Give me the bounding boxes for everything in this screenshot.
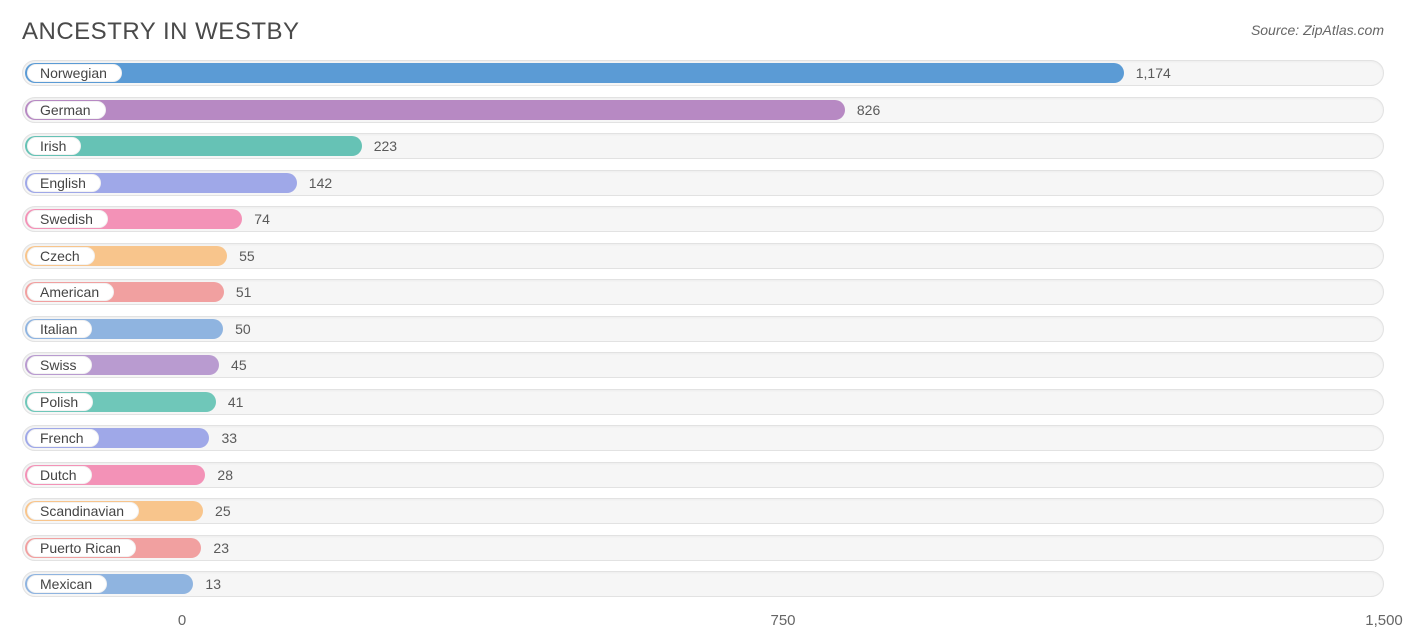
x-axis-tick: 1,500 bbox=[1365, 612, 1403, 629]
bar-value-label: 826 bbox=[857, 102, 880, 118]
bar-category-chip: Swiss bbox=[27, 356, 92, 374]
bar-track: Swedish 74 bbox=[22, 206, 1384, 232]
bar-value-label: 23 bbox=[213, 540, 229, 556]
bar-category-chip: Dutch bbox=[27, 466, 92, 484]
bar-track: American 51 bbox=[22, 279, 1384, 305]
bar-track: Puerto Rican 23 bbox=[22, 535, 1384, 561]
bar-value-label: 55 bbox=[239, 248, 255, 264]
bar-value-label: 28 bbox=[217, 467, 233, 483]
bar-track: Czech 55 bbox=[22, 243, 1384, 269]
bar-value-label: 74 bbox=[254, 211, 270, 227]
bar-track: Irish 223 bbox=[22, 133, 1384, 159]
x-axis-tick: 750 bbox=[770, 612, 795, 629]
bar-category-chip: Puerto Rican bbox=[27, 539, 136, 557]
bar-track: Mexican 13 bbox=[22, 571, 1384, 597]
bar-category-chip: American bbox=[27, 283, 114, 301]
bar-track: Norwegian 1,174 bbox=[22, 60, 1384, 86]
bar-category-chip: Swedish bbox=[27, 210, 108, 228]
bar-value-label: 41 bbox=[228, 394, 244, 410]
bar-track: Polish 41 bbox=[22, 389, 1384, 415]
bar-category-chip: Irish bbox=[27, 137, 81, 155]
bar-category-chip: Czech bbox=[27, 247, 95, 265]
bar-value-label: 1,174 bbox=[1136, 65, 1171, 81]
bar-category-chip: Norwegian bbox=[27, 64, 122, 82]
bar-track: Dutch 28 bbox=[22, 462, 1384, 488]
bar-fill bbox=[25, 100, 845, 120]
bar-category-chip: Scandinavian bbox=[27, 502, 139, 520]
bar-value-label: 223 bbox=[374, 138, 397, 154]
bar-track: French 33 bbox=[22, 425, 1384, 451]
bar-category-chip: Italian bbox=[27, 320, 92, 338]
bar-value-label: 25 bbox=[215, 503, 231, 519]
bar-category-chip: Mexican bbox=[27, 575, 107, 593]
x-axis-tick: 0 bbox=[178, 612, 186, 629]
chart-title: ANCESTRY IN WESTBY bbox=[22, 18, 300, 46]
bar-fill bbox=[25, 63, 1124, 83]
bar-category-chip: German bbox=[27, 101, 106, 119]
x-axis: 07501,500 bbox=[22, 612, 1384, 632]
chart-plot-area: Norwegian 1,174 German 826 Irish 223 English 14… bbox=[22, 60, 1384, 604]
bar-category-chip: Polish bbox=[27, 393, 93, 411]
bar-category-chip: English bbox=[27, 174, 101, 192]
bar-category-chip: French bbox=[27, 429, 99, 447]
bar-track: Italian 50 bbox=[22, 316, 1384, 342]
bar-value-label: 33 bbox=[221, 430, 237, 446]
bar-track: Scandinavian 25 bbox=[22, 498, 1384, 524]
bar-value-label: 51 bbox=[236, 284, 252, 300]
bar-value-label: 45 bbox=[231, 357, 247, 373]
bar-track: German 826 bbox=[22, 97, 1384, 123]
bar-value-label: 142 bbox=[309, 175, 332, 191]
chart-source: Source: ZipAtlas.com bbox=[1251, 22, 1384, 38]
bar-track: Swiss 45 bbox=[22, 352, 1384, 378]
chart-header: ANCESTRY IN WESTBY Source: ZipAtlas.com bbox=[0, 0, 1406, 56]
bar-value-label: 50 bbox=[235, 321, 251, 337]
bar-value-label: 13 bbox=[205, 576, 221, 592]
bar-track: English 142 bbox=[22, 170, 1384, 196]
